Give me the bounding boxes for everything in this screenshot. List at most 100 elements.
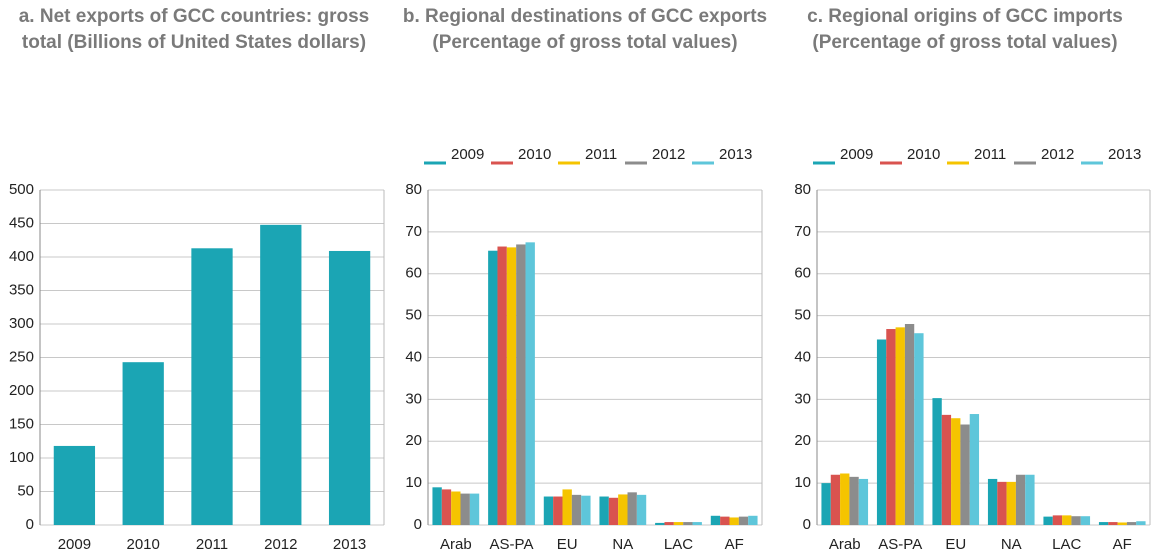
bar bbox=[655, 522, 665, 525]
bar bbox=[821, 483, 831, 525]
legend-label: 2009 bbox=[451, 146, 484, 163]
legend-label: 2009 bbox=[840, 146, 873, 163]
bar bbox=[1006, 481, 1016, 525]
bar bbox=[720, 516, 730, 525]
y-tick-label: 40 bbox=[405, 348, 422, 365]
y-tick-label: 20 bbox=[794, 432, 811, 449]
y-tick-label: 60 bbox=[794, 265, 811, 282]
y-tick-label: 70 bbox=[794, 223, 811, 240]
bar bbox=[1136, 521, 1146, 525]
x-tick-label: AF bbox=[725, 536, 744, 553]
bar bbox=[122, 362, 164, 525]
bar bbox=[840, 473, 850, 525]
bar bbox=[636, 494, 647, 525]
x-tick-label: LAC bbox=[1052, 536, 1081, 553]
bar bbox=[692, 522, 702, 525]
bar bbox=[488, 250, 498, 525]
bar bbox=[525, 242, 535, 525]
bar bbox=[441, 489, 452, 525]
y-tick-label: 50 bbox=[794, 307, 811, 324]
bar bbox=[618, 494, 628, 525]
bar bbox=[997, 481, 1007, 525]
x-tick-label: AS-PA bbox=[878, 536, 922, 553]
y-tick-label: 80 bbox=[405, 181, 422, 198]
bar bbox=[469, 493, 480, 525]
bar bbox=[516, 244, 526, 525]
x-tick-label: EU bbox=[945, 536, 966, 553]
bar bbox=[1052, 515, 1063, 525]
y-tick-label: 0 bbox=[803, 516, 811, 533]
chart-title: b. Regional destinations of GCC exports … bbox=[402, 6, 768, 53]
bar bbox=[432, 487, 442, 525]
bar bbox=[858, 478, 869, 525]
bar bbox=[1108, 522, 1118, 525]
x-tick-label: EU bbox=[557, 536, 578, 553]
bar bbox=[608, 497, 619, 525]
bar bbox=[191, 248, 233, 526]
y-tick-label: 0 bbox=[26, 516, 34, 533]
bar bbox=[876, 339, 887, 525]
y-tick-label: 500 bbox=[9, 181, 34, 198]
bar bbox=[904, 324, 915, 525]
y-tick-label: 60 bbox=[405, 265, 422, 282]
bar bbox=[1062, 515, 1072, 525]
bar bbox=[738, 516, 749, 525]
y-tick-label: 300 bbox=[9, 315, 34, 332]
bar bbox=[951, 418, 961, 525]
x-tick-label: LAC bbox=[664, 536, 693, 553]
bar bbox=[260, 224, 302, 525]
bar bbox=[1043, 516, 1053, 525]
bar bbox=[830, 474, 841, 525]
x-tick-label: 2010 bbox=[127, 536, 160, 553]
bar bbox=[1071, 516, 1081, 525]
y-tick-label: 30 bbox=[405, 390, 422, 407]
bar bbox=[941, 414, 952, 525]
bar bbox=[932, 398, 942, 525]
x-tick-label: AF bbox=[1113, 536, 1132, 553]
chart-title: c. Regional origins of GCC imports (Perc… bbox=[807, 6, 1123, 53]
y-tick-label: 400 bbox=[9, 248, 34, 265]
legend-label: 2010 bbox=[518, 146, 551, 163]
legend-label: 2013 bbox=[1108, 146, 1141, 163]
bar bbox=[562, 489, 572, 525]
y-tick-label: 20 bbox=[405, 432, 422, 449]
bar bbox=[1015, 474, 1026, 525]
bar bbox=[1025, 474, 1035, 525]
bar bbox=[673, 522, 684, 525]
bar bbox=[914, 333, 924, 525]
bar bbox=[748, 515, 758, 525]
bar bbox=[683, 522, 693, 525]
x-tick-label: AS-PA bbox=[490, 536, 534, 553]
x-tick-label: Arab bbox=[440, 536, 472, 553]
bar bbox=[328, 250, 371, 525]
legend-label: 2013 bbox=[719, 146, 752, 163]
bar bbox=[581, 495, 591, 525]
bar bbox=[571, 494, 582, 525]
bar bbox=[1098, 522, 1109, 525]
legend-label: 2010 bbox=[907, 146, 940, 163]
y-tick-label: 50 bbox=[405, 307, 422, 324]
y-tick-label: 10 bbox=[794, 474, 811, 491]
y-tick-label: 70 bbox=[405, 223, 422, 240]
x-tick-label: Arab bbox=[829, 536, 861, 553]
chart-title: a. Net exports of GCC countries: gross t… bbox=[18, 6, 370, 53]
y-tick-label: 350 bbox=[9, 281, 34, 298]
bar bbox=[886, 329, 896, 525]
y-tick-label: 150 bbox=[9, 415, 34, 432]
bar bbox=[599, 496, 609, 525]
x-tick-label: 2012 bbox=[264, 536, 297, 553]
x-tick-label: NA bbox=[1001, 536, 1022, 553]
bar bbox=[1117, 522, 1127, 525]
x-tick-label: 2013 bbox=[333, 536, 366, 553]
y-tick-label: 10 bbox=[405, 474, 422, 491]
legend-label: 2011 bbox=[974, 146, 1006, 163]
bar bbox=[506, 247, 517, 525]
y-tick-label: 100 bbox=[9, 449, 34, 466]
y-tick-label: 450 bbox=[9, 214, 34, 231]
y-tick-label: 200 bbox=[9, 382, 34, 399]
bar bbox=[497, 246, 507, 525]
bar bbox=[460, 493, 470, 525]
bar bbox=[1080, 516, 1091, 525]
y-tick-label: 80 bbox=[794, 181, 811, 198]
